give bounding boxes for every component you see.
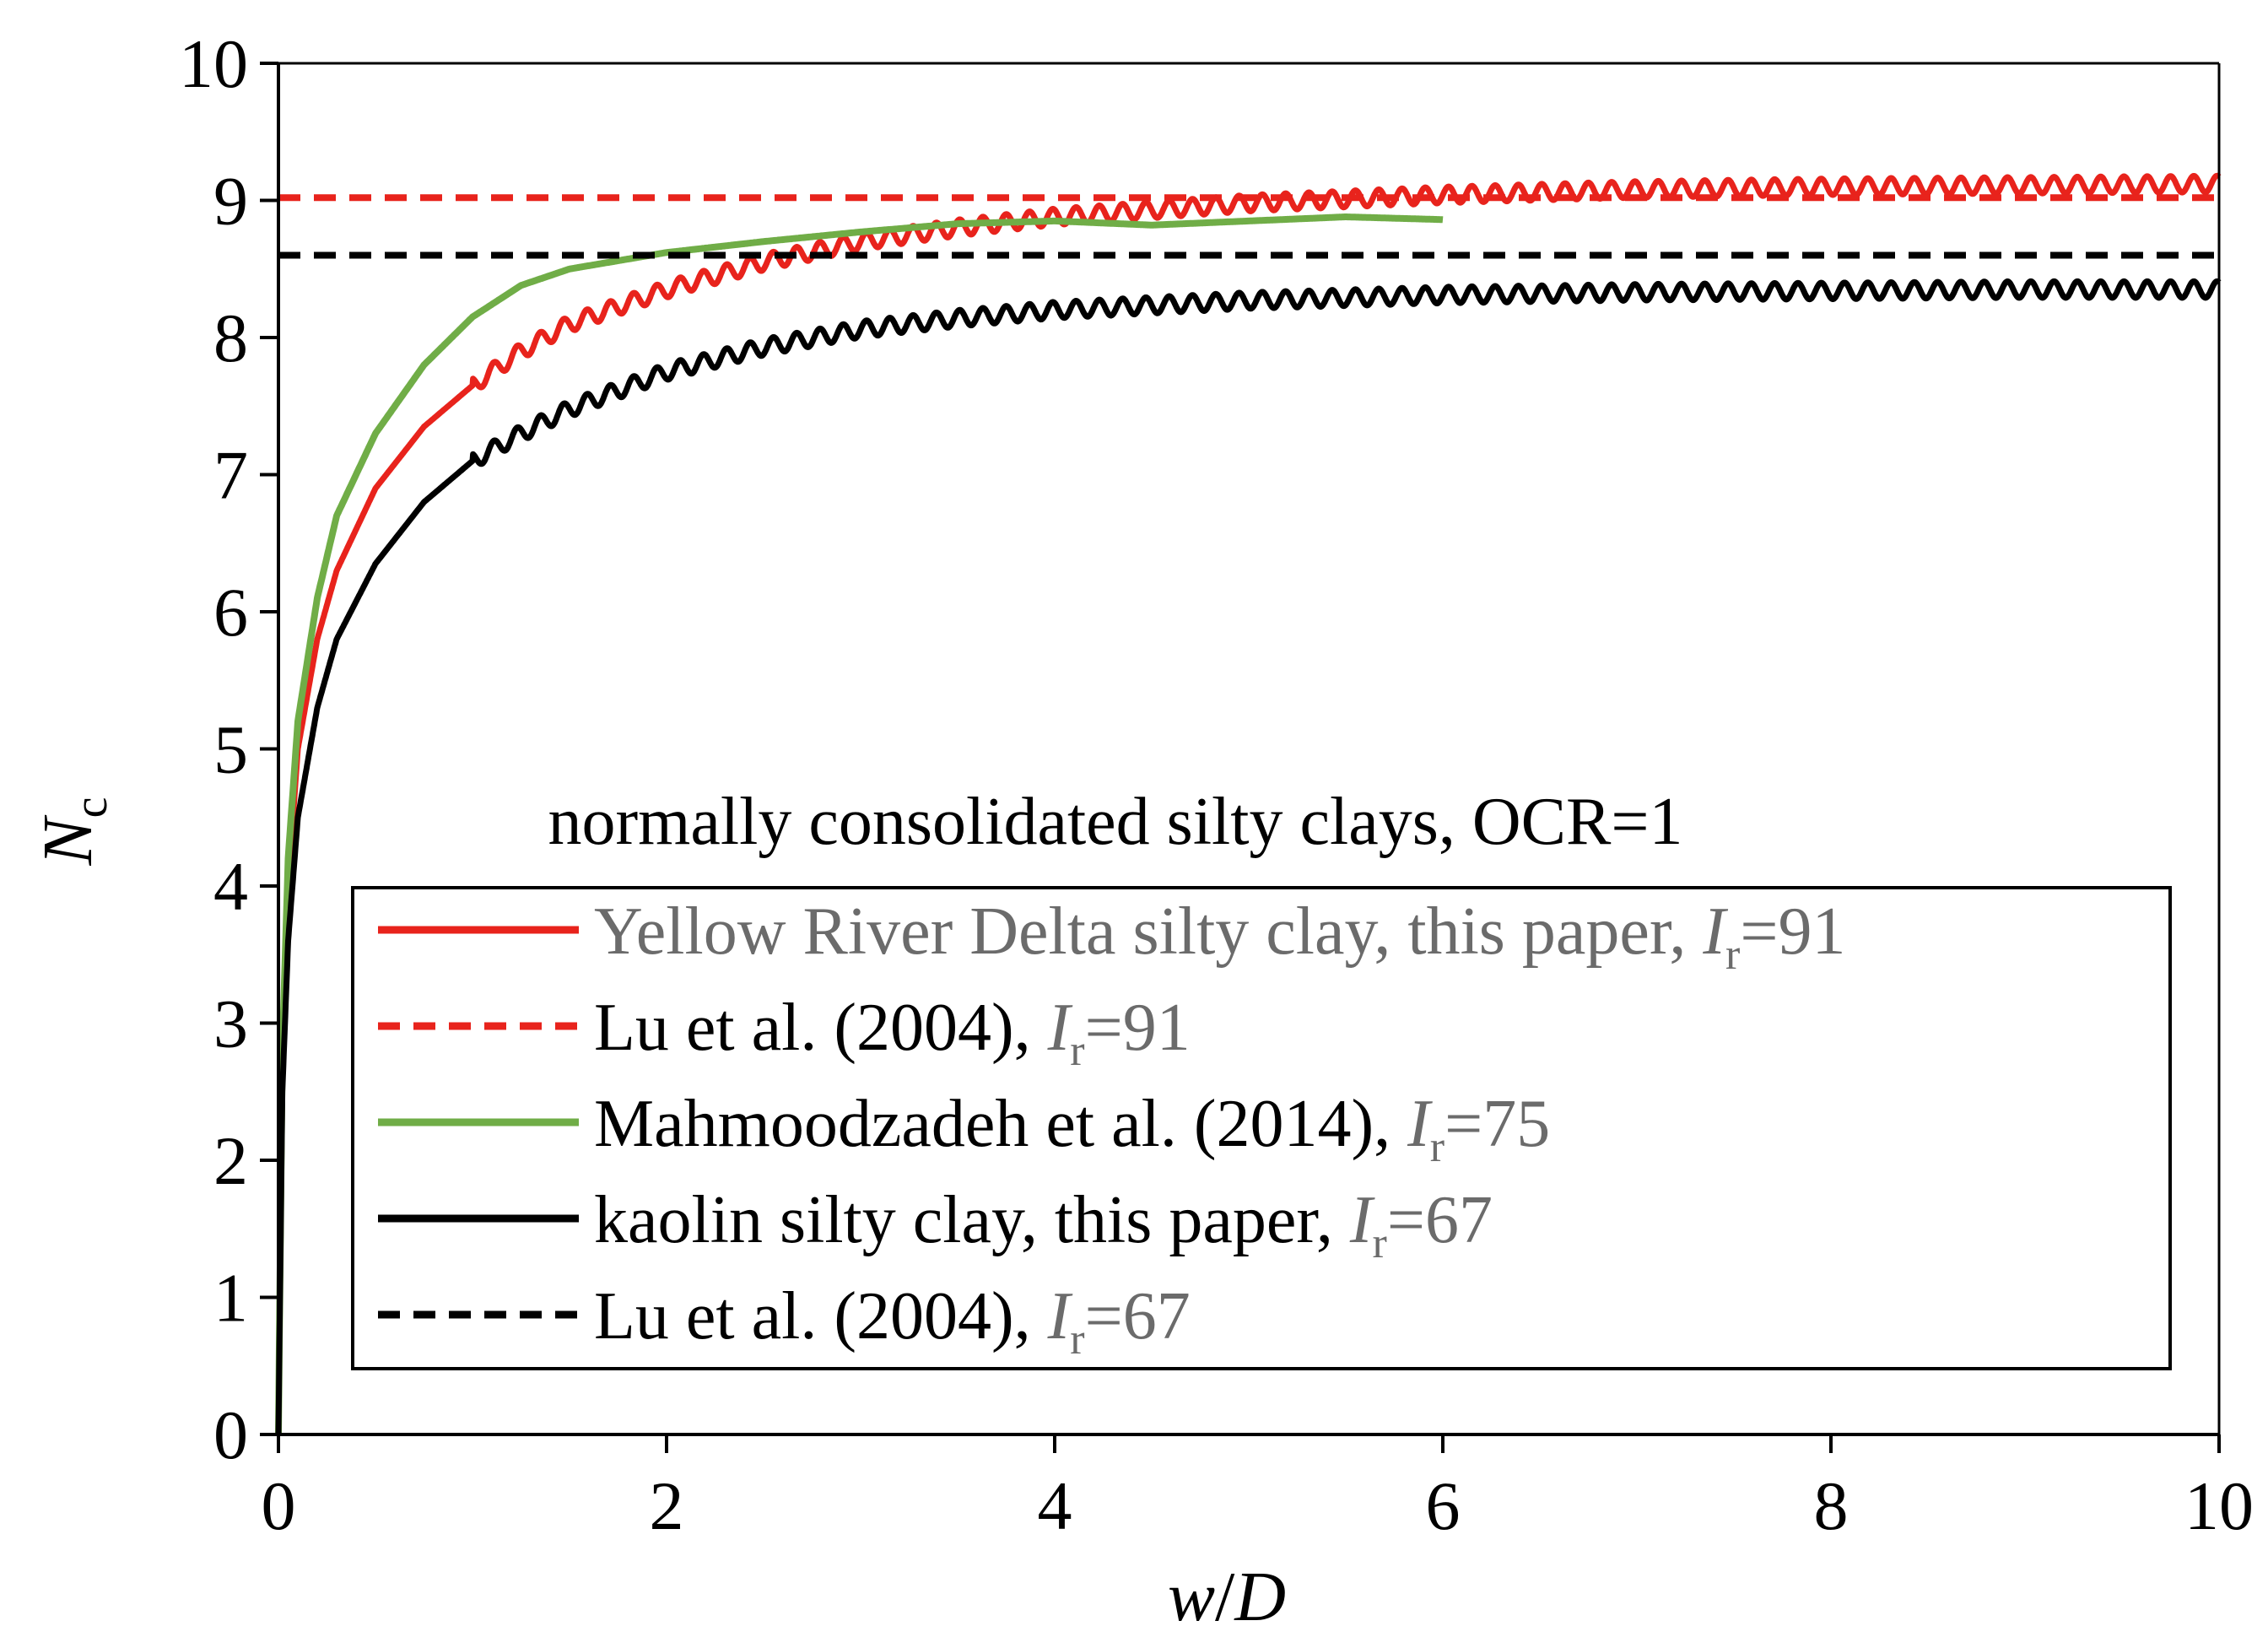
legend-label-3: Mahmoodzadeh et al. (2014), Ir=75 — [594, 1087, 1550, 1171]
y-tick-label: 1 — [213, 1260, 248, 1337]
y-axis-label-sub: c — [65, 797, 117, 818]
x-axis-label-slash: / — [1215, 1558, 1235, 1636]
x-axis-label: w/D — [1168, 1558, 1286, 1636]
legend-box — [351, 886, 2172, 1370]
legend-label-4: kaolin silty clay, this paper, Ir=67 — [594, 1183, 1493, 1267]
series-layer — [275, 172, 2222, 1435]
y-tick-label: 10 — [179, 25, 248, 102]
y-tick-label: 8 — [213, 300, 248, 376]
legend-label-symbol: I — [1349, 1183, 1375, 1257]
legend-label-1: Yellow River Delta silty clay, this pape… — [594, 894, 1845, 979]
legend-label-value: =67 — [1387, 1183, 1493, 1257]
legend-label-value: =67 — [1085, 1279, 1191, 1353]
legend-label-text: kaolin silty clay, this paper, — [594, 1183, 1350, 1257]
ticks-layer: 0 1 2 3 4 5 6 7 8 9 10 0 2 4 6 8 10 — [179, 25, 2254, 1544]
legend-label-symbol: I — [1407, 1087, 1433, 1161]
legend-label-value: =91 — [1740, 894, 1845, 969]
legend-label-text: Mahmoodzadeh et al. (2014), — [594, 1087, 1407, 1161]
legend-label-value: =75 — [1444, 1087, 1550, 1161]
legend-label-subscript: r — [1070, 1027, 1084, 1075]
x-axis-label-d: D — [1234, 1558, 1286, 1636]
x-tick-label: 0 — [262, 1467, 296, 1544]
legend-label-subscript: r — [1430, 1123, 1444, 1171]
y-tick-label: 3 — [213, 986, 248, 1062]
x-tick-label: 8 — [1814, 1467, 1849, 1544]
legend-label-text: Yellow River Delta silty clay, this pape… — [594, 894, 1703, 969]
legend-label-symbol: I — [1047, 991, 1073, 1065]
x-tick-label: 10 — [2184, 1467, 2254, 1544]
x-tick-label: 2 — [650, 1467, 684, 1544]
series-line-1 — [275, 172, 2222, 1435]
y-tick-label: 0 — [213, 1397, 248, 1473]
legend-label-subscript: r — [1373, 1219, 1387, 1267]
y-axis-label-n: N — [29, 814, 107, 866]
legend-label-5: Lu et al. (2004), Ir=67 — [594, 1279, 1191, 1364]
legend-label-symbol: I — [1702, 894, 1728, 969]
y-tick-label: 5 — [213, 711, 248, 788]
y-axis-label: Nc — [29, 797, 117, 867]
y-tick-label: 9 — [213, 163, 248, 240]
legend-label-subscript: r — [1725, 931, 1740, 979]
legend-label-2: Lu et al. (2004), Ir=91 — [594, 991, 1191, 1075]
legend: Yellow River Delta silty clay, this pape… — [351, 886, 2172, 1370]
y-tick-label: 2 — [213, 1122, 248, 1199]
legend-label-text: Lu et al. (2004), — [594, 1279, 1048, 1353]
legend-label-value: =91 — [1085, 991, 1191, 1065]
legend-label-subscript: r — [1070, 1316, 1084, 1364]
x-tick-label: 4 — [1038, 1467, 1072, 1544]
y-tick-label: 4 — [213, 848, 248, 925]
series-line-4 — [275, 278, 2222, 1435]
series-line-3 — [275, 213, 1445, 1435]
x-axis-label-w: w — [1168, 1558, 1215, 1636]
y-tick-label: 6 — [213, 574, 248, 651]
chart-annotation: normally consolidated silty clays, OCR=1 — [548, 785, 1683, 859]
x-tick-label: 6 — [1426, 1467, 1461, 1544]
legend-label-text: Lu et al. (2004), — [594, 991, 1048, 1065]
legend-label-symbol: I — [1047, 1279, 1073, 1353]
y-tick-label: 7 — [213, 437, 248, 514]
